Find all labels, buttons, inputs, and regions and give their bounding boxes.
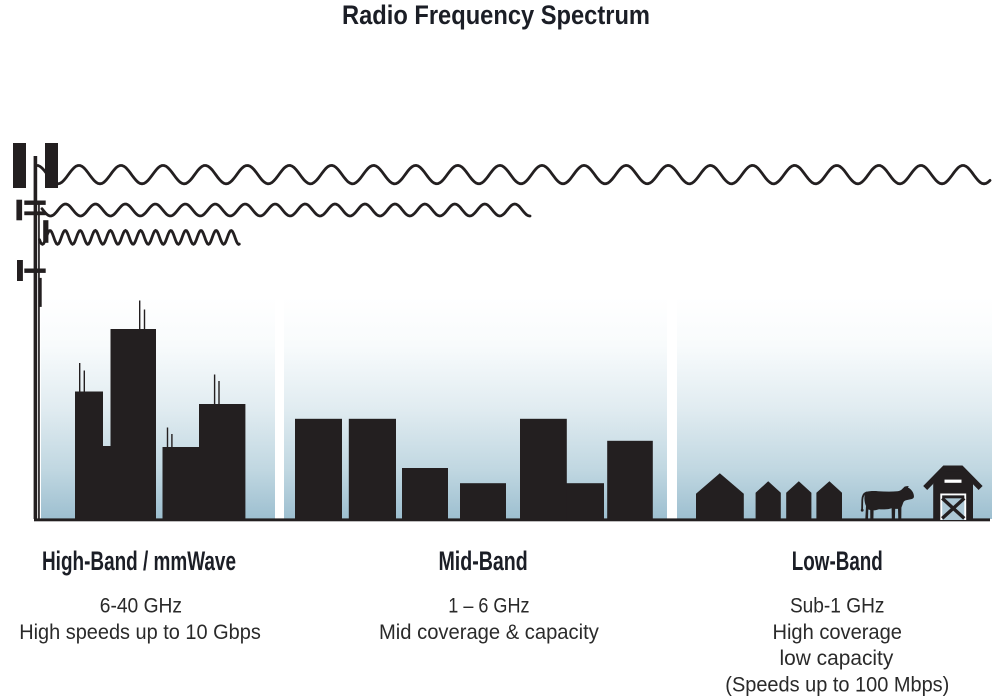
- svg-text:High coverage: High coverage: [772, 621, 902, 644]
- svg-text:Mid-Band: Mid-Band: [438, 546, 527, 576]
- svg-text:High speeds up to 10 Gbps: High speeds up to 10 Gbps: [19, 621, 261, 644]
- svg-text:Radio Frequency Spectrum: Radio Frequency Spectrum: [342, 0, 650, 30]
- svg-text:High-Band / mmWave: High-Band / mmWave: [42, 546, 236, 576]
- svg-text:Sub-1 GHz: Sub-1 GHz: [790, 595, 885, 618]
- svg-text:6-40 GHz: 6-40 GHz: [100, 595, 182, 618]
- svg-text:1 – 6 GHz: 1 – 6 GHz: [448, 595, 529, 618]
- svg-text:Low-Band: Low-Band: [792, 546, 883, 576]
- svg-text:Mid coverage & capacity: Mid coverage & capacity: [379, 621, 599, 644]
- svg-text:(Speeds up to 100 Mbps): (Speeds up to 100 Mbps): [725, 674, 949, 697]
- svg-text:low capacity: low capacity: [780, 647, 894, 670]
